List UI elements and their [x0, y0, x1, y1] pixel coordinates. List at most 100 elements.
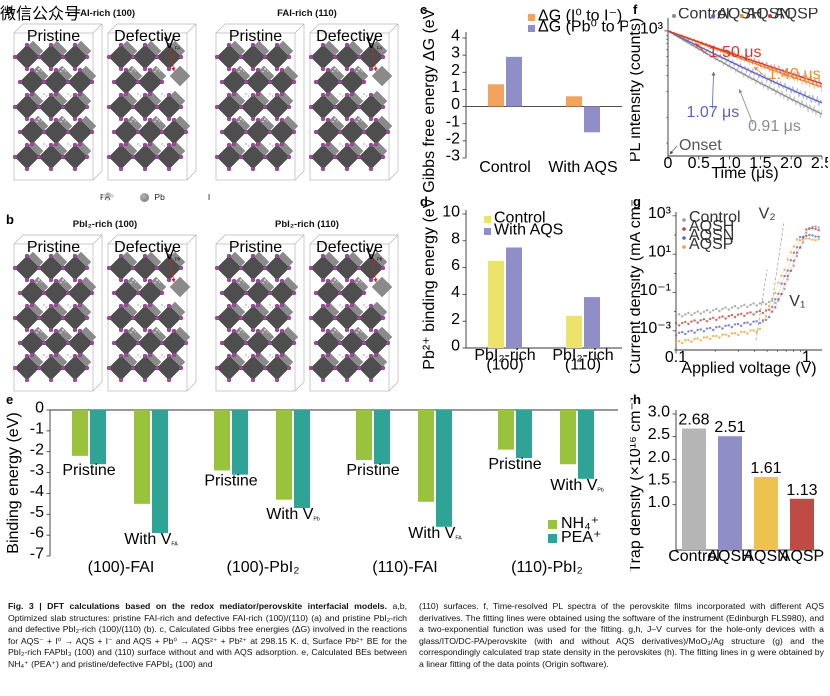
fa-molecule-icon: [101, 192, 115, 202]
svg-text:Pristine: Pristine: [488, 456, 541, 473]
svg-text:VFA: VFA: [164, 35, 181, 52]
svg-text:V₂: V₂: [759, 206, 776, 223]
svg-text:(110)-FAI: (110)-FAI: [372, 559, 438, 576]
svg-text:(100)-PbI₂: (100)-PbI₂: [227, 559, 300, 576]
svg-text:ΔG (Pb⁰ to Pb²⁺): ΔG (Pb⁰ to Pb²⁺): [538, 19, 628, 36]
svg-text:2: 2: [451, 62, 460, 79]
svg-text:4: 4: [451, 28, 460, 45]
i-atom-icon: [195, 193, 203, 201]
svg-text:Control: Control: [668, 548, 720, 565]
svg-text:Time (μs): Time (μs): [711, 165, 778, 182]
svg-text:-5: -5: [30, 504, 44, 521]
svg-text:With AQS: With AQS: [494, 222, 563, 239]
svg-text:6: 6: [451, 257, 460, 274]
svg-text:With AQS: With AQS: [548, 159, 617, 176]
svg-text:(100): (100): [486, 357, 523, 374]
svg-text:10: 10: [442, 204, 460, 221]
svg-text:(110)-PbI₂: (110)-PbI₂: [511, 559, 583, 576]
panel-g-label: g: [633, 194, 641, 209]
svg-text:2.5: 2.5: [811, 155, 828, 172]
svg-text:2.51: 2.51: [714, 419, 745, 436]
svg-text:Pristine: Pristine: [27, 239, 80, 256]
svg-text:Pristine: Pristine: [62, 462, 115, 479]
svg-text:With VPb: With VPb: [550, 477, 604, 494]
svg-text:Pristine: Pristine: [346, 462, 399, 479]
svg-text:10¹: 10¹: [648, 244, 671, 261]
svg-text:-2: -2: [446, 130, 460, 147]
svg-text:Pristine: Pristine: [204, 473, 257, 490]
svg-text:2.5: 2.5: [648, 426, 670, 443]
legend-item-i: I: [195, 192, 210, 202]
legend-pb-label: Pb: [154, 192, 165, 202]
panel-a-title-100: FAI-rich (100): [74, 8, 136, 19]
svg-text:1.5: 1.5: [648, 472, 670, 489]
svg-text:Defective: Defective: [114, 239, 181, 256]
svg-text:PL intensity (counts): PL intensity (counts): [630, 18, 644, 162]
chart-pl-decay: 10³ 0 0.5 1.0 1.5 2.0 2.5 Time (μs) PL intensity…: [630, 8, 828, 182]
svg-text:AQSH: AQSH: [707, 548, 752, 565]
panel-h-label: h: [633, 392, 641, 407]
svg-text:1.5: 1.5: [749, 155, 771, 172]
svg-text:PbI₂-rich: PbI₂-rich: [474, 347, 535, 364]
svg-text:VPb: VPb: [164, 246, 181, 263]
svg-text:-7: -7: [30, 546, 44, 563]
svg-text:1.07 μs: 1.07 μs: [686, 104, 739, 121]
svg-text:Defective: Defective: [114, 28, 181, 45]
svg-text:10⁻³: 10⁻³: [639, 320, 671, 337]
svg-text:1: 1: [451, 79, 460, 96]
svg-text:Pristine: Pristine: [27, 28, 80, 45]
svg-text:Pristine: Pristine: [229, 239, 282, 256]
svg-text:Onset: Onset: [679, 137, 722, 154]
svg-text:2.0: 2.0: [648, 449, 670, 466]
svg-text:4: 4: [451, 284, 460, 301]
legend-item-pb: Pb: [140, 192, 165, 202]
svg-text:1.50 μs: 1.50 μs: [709, 44, 762, 61]
chart-pb-binding-energy: 0246810PbI₂-rich(100)PbI₂-rich(110)Contr…: [422, 200, 622, 374]
svg-text:Pb²⁺ binding energy (eV): Pb²⁺ binding energy (eV): [422, 200, 438, 370]
svg-text:Control: Control: [689, 209, 741, 226]
panel-f-label: f: [633, 2, 638, 17]
svg-text:Defective: Defective: [316, 239, 383, 256]
panel-b-title-100: PbI₂-rich (100): [72, 219, 138, 230]
svg-text:-2: -2: [30, 441, 44, 458]
svg-text:-4: -4: [30, 483, 44, 500]
panel-d-label: d: [420, 194, 428, 209]
svg-text:AQSP: AQSP: [780, 548, 824, 565]
svg-text:Current density (mA cm⁻²): Current density (mA cm⁻²): [630, 200, 644, 374]
svg-text:AQSP: AQSP: [774, 8, 818, 23]
svg-text:10³: 10³: [640, 20, 664, 37]
caption-left-column: Fig. 3 | DFT calculations based on the r…: [8, 601, 407, 670]
svg-text:3.0: 3.0: [648, 404, 670, 421]
svg-text:0: 0: [451, 96, 460, 113]
svg-text:ΔG (I⁰ to I⁻): ΔG (I⁰ to I⁻): [538, 8, 622, 25]
legend-item-fa: FA: [100, 192, 115, 202]
svg-text:2: 2: [451, 311, 460, 328]
svg-text:0.5: 0.5: [688, 155, 710, 172]
svg-text:With VFA: With VFA: [408, 525, 462, 542]
svg-text:2.68: 2.68: [678, 412, 709, 429]
svg-text:Defective: Defective: [316, 28, 383, 45]
caption-title: Fig. 3 | DFT calculations based on the r…: [8, 601, 388, 611]
atom-legend: FA Pb I: [100, 192, 210, 202]
svg-text:0.91 μs: 0.91 μs: [748, 118, 801, 135]
svg-text:AQSH: AQSH: [689, 218, 734, 235]
svg-text:0: 0: [35, 400, 44, 417]
svg-text:0.1: 0.1: [665, 349, 687, 366]
svg-text:-1: -1: [446, 113, 460, 130]
svg-text:1.0: 1.0: [648, 494, 670, 511]
legend-i-label: I: [207, 192, 211, 202]
svg-text:8: 8: [451, 230, 460, 247]
svg-text:PbI₂-rich: PbI₂-rich: [552, 347, 613, 364]
caption-right-text: (110) surfaces. f, Time-resolved PL spec…: [419, 601, 824, 669]
svg-text:1.13: 1.13: [786, 482, 817, 499]
pb-atom-icon: [140, 192, 150, 202]
svg-text:With VPb: With VPb: [266, 506, 320, 523]
svg-text:V₁: V₁: [789, 293, 805, 310]
panel-e-label: e: [6, 392, 14, 407]
panel-b-label: b: [6, 212, 14, 227]
watermark: 微信公众号: [0, 6, 81, 23]
panel-b-title-110: PbI₂-rich (110): [275, 219, 339, 230]
svg-text:0: 0: [451, 338, 460, 355]
